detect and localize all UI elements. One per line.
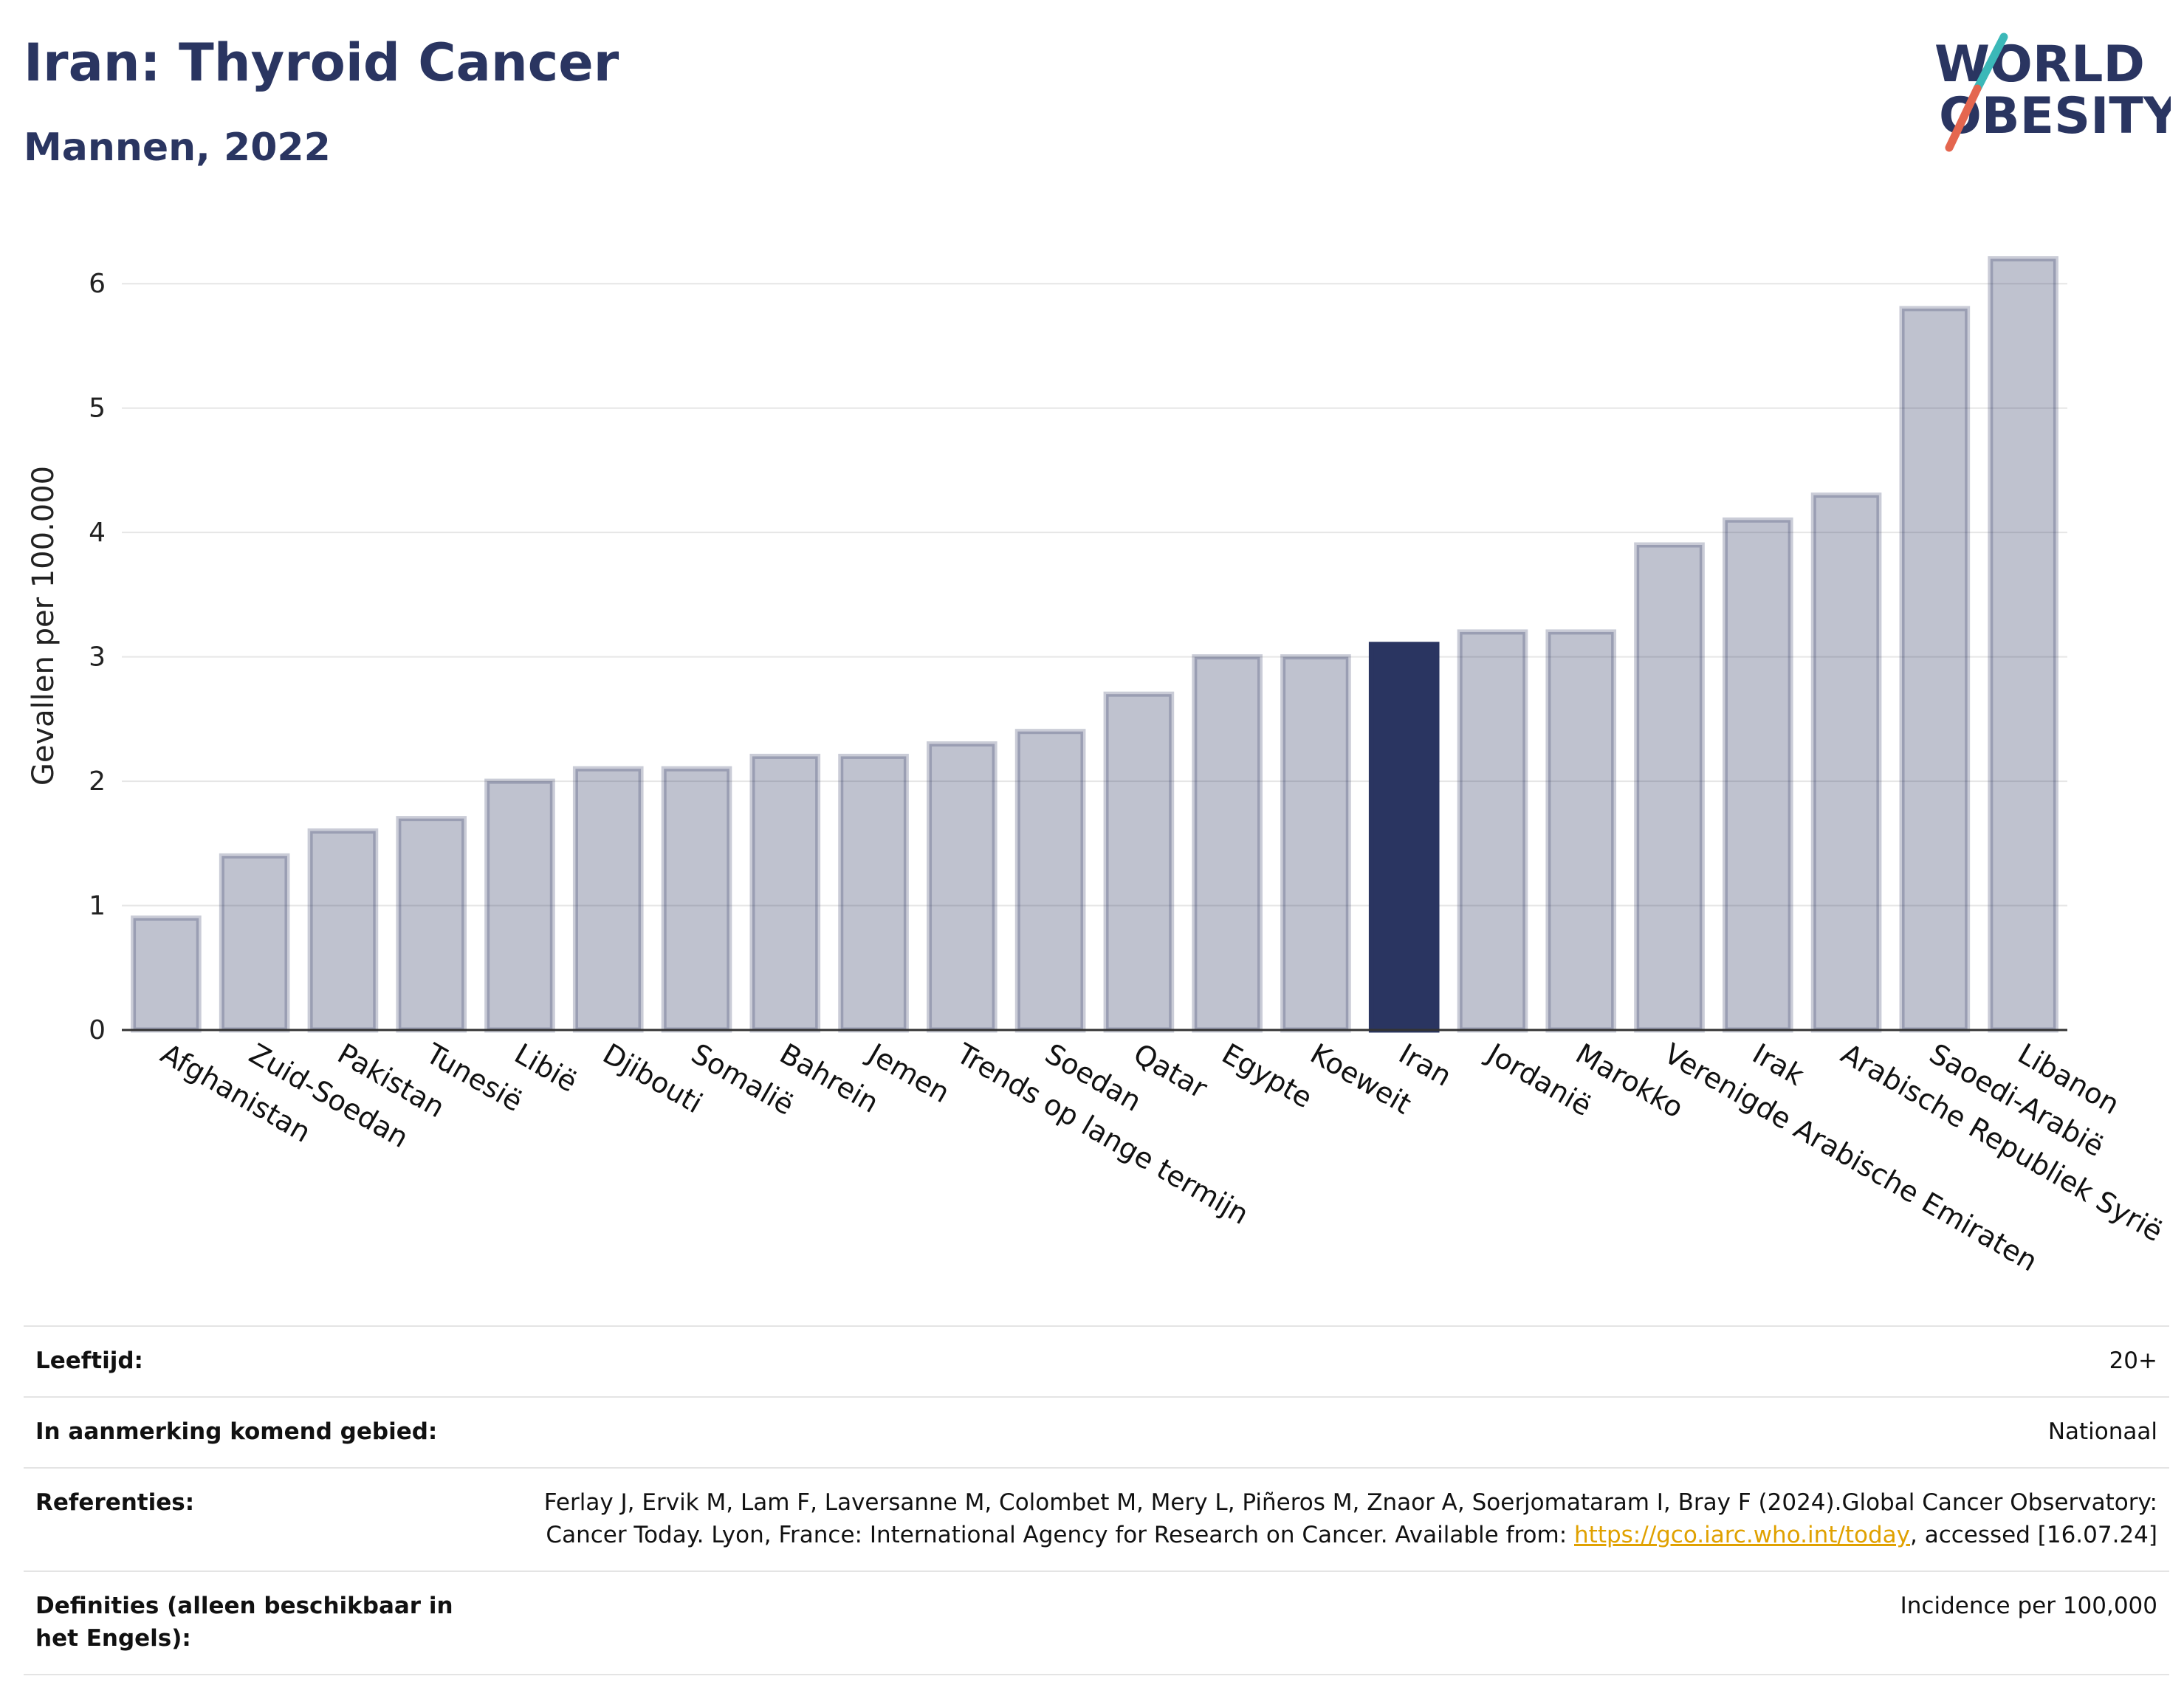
bar: [927, 741, 997, 1033]
bar: [1368, 642, 1440, 1033]
x-tick-label: Egypte: [1217, 1037, 1318, 1115]
info-row-definitions: Definities (alleen beschikbaar in het En…: [24, 1570, 2169, 1675]
info-value-references: Ferlay J, Ervik M, Lam F, Laversanne M, …: [505, 1467, 2169, 1572]
logo-line-1: WORLD: [1934, 35, 2145, 94]
bar: [661, 766, 732, 1033]
bar: [1722, 517, 1793, 1033]
logo-slash-teal: [1973, 32, 2008, 93]
bar: [1810, 492, 1882, 1033]
info-row-age: Leeftijd: 20+: [24, 1325, 2169, 1398]
info-label-area: In aanmerking komend gebied:: [24, 1396, 505, 1469]
bar: [1192, 654, 1263, 1033]
x-tick-label: Koeweit: [1305, 1037, 1417, 1121]
references-link[interactable]: https://gco.iarc.who.int/today: [1574, 1522, 1910, 1548]
info-label-definitions: Definities (alleen beschikbaar in het En…: [24, 1570, 505, 1675]
bar: [749, 753, 821, 1033]
bar: [307, 828, 379, 1033]
y-tick-label: 3: [89, 642, 106, 673]
info-value-age: 20+: [505, 1325, 2169, 1398]
x-tick-label: Djibouti: [597, 1037, 708, 1120]
y-tick-label: 6: [89, 269, 106, 299]
info-label-age: Leeftijd:: [24, 1325, 505, 1398]
chart-title: Iran: Thyroid Cancer: [24, 32, 619, 93]
y-tick-label: 5: [89, 394, 106, 424]
info-label-references: Referenties:: [24, 1467, 505, 1572]
bar: [1634, 542, 1705, 1033]
x-tick-label: Somalië: [686, 1037, 800, 1122]
info-value-definitions: Incidence per 100,000: [505, 1570, 2169, 1675]
y-tick-label: 1: [89, 891, 106, 921]
bar: [396, 816, 467, 1033]
bar: [1899, 306, 1971, 1033]
info-row-references: Referenties: Ferlay J, Ervik M, Lam F, L…: [24, 1467, 2169, 1572]
bar: [1457, 629, 1528, 1033]
chart-subtitle: Mannen, 2022: [24, 126, 331, 170]
references-text: Ferlay J, Ervik M, Lam F, Laversanne M, …: [543, 1489, 2157, 1548]
bar: [838, 753, 909, 1033]
x-tick-label: Arabische Republiek Syrië: [1836, 1037, 2168, 1249]
bar: [1103, 691, 1175, 1033]
info-row-area: In aanmerking komend gebied: Nationaal: [24, 1396, 2169, 1469]
y-tick-label: 4: [89, 518, 106, 548]
bar: [1014, 729, 1086, 1033]
y-tick-label: 0: [89, 1015, 106, 1046]
bar: [572, 766, 644, 1033]
logo-slash-red: [1945, 84, 1982, 152]
bar: [219, 853, 290, 1033]
world-obesity-logo: WORLD OBESITY: [1934, 32, 2171, 152]
references-accessed: , accessed [16.07.24]: [1909, 1522, 2157, 1548]
bar: [484, 778, 555, 1033]
y-tick-label: 2: [89, 766, 106, 797]
info-value-area: Nationaal: [505, 1396, 2169, 1469]
bar: [1280, 654, 1351, 1033]
info-table: Leeftijd: 20+ In aanmerking komend gebie…: [24, 1325, 2169, 1675]
bar: [131, 915, 202, 1033]
y-axis-label: Gevallen per 100.000: [27, 466, 61, 786]
bar: [1988, 256, 2058, 1033]
bar: [1545, 629, 1617, 1033]
